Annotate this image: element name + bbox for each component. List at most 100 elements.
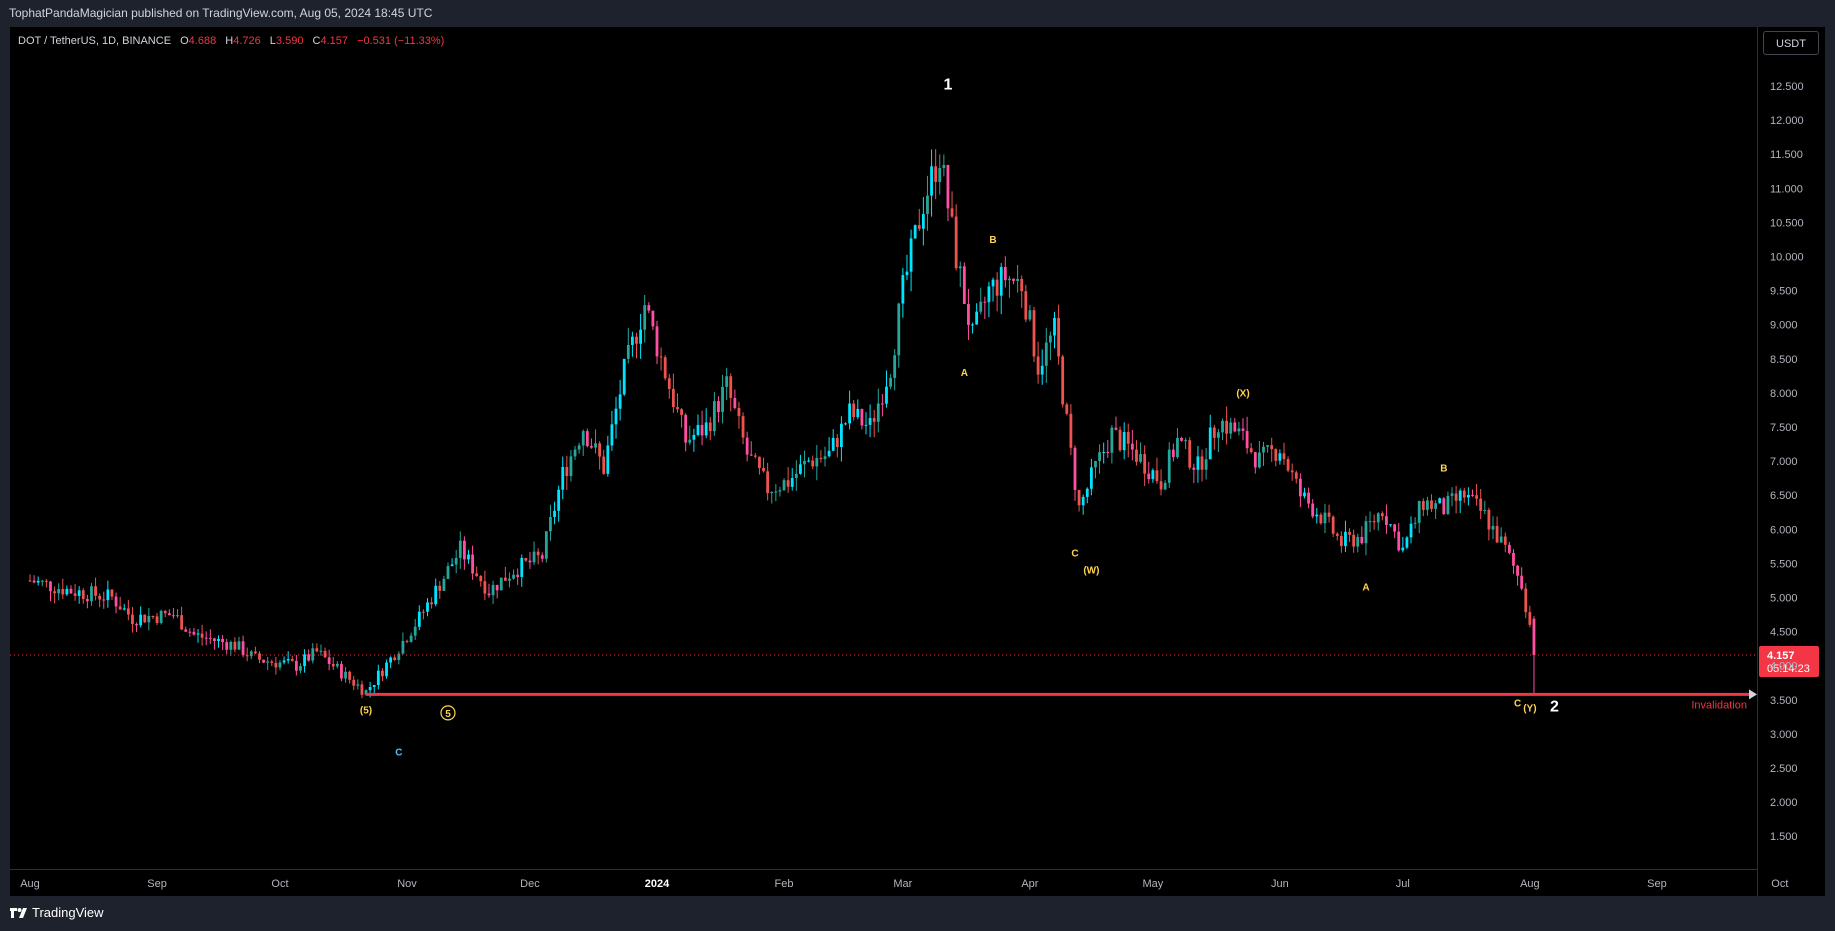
candle-body bbox=[1434, 503, 1438, 509]
candle-body bbox=[786, 480, 790, 487]
candle-body bbox=[524, 557, 528, 561]
candle-body bbox=[1499, 536, 1503, 543]
candle-body bbox=[1323, 512, 1327, 524]
tradingview-logo[interactable]: TradingView bbox=[10, 905, 104, 920]
candle-body bbox=[1012, 278, 1015, 281]
candle-body bbox=[167, 613, 171, 616]
candle-body bbox=[762, 467, 765, 472]
candle-body bbox=[635, 336, 638, 344]
candle-body bbox=[1487, 509, 1491, 530]
candle-body bbox=[1421, 501, 1425, 510]
currency-selector-button[interactable]: USDT bbox=[1763, 31, 1819, 55]
candle-body bbox=[1466, 494, 1470, 498]
candle-body bbox=[1352, 534, 1356, 547]
candle-body bbox=[85, 599, 89, 602]
candle-body bbox=[397, 653, 401, 660]
candle-body bbox=[651, 310, 655, 327]
candle-body bbox=[1516, 565, 1519, 576]
candle-body bbox=[1151, 470, 1155, 480]
price-tick-label: 3.500 bbox=[1770, 695, 1798, 707]
time-axis: Aug Sep Oct Nov Dec 2024 Feb Mar Apr May Jun Jul Aug… bbox=[20, 878, 1788, 890]
candle-body bbox=[1221, 420, 1224, 433]
candle-body bbox=[1225, 420, 1229, 434]
candle-body bbox=[1397, 531, 1401, 551]
time-axis-border bbox=[10, 869, 1757, 870]
candle-body bbox=[671, 388, 675, 408]
candle-body bbox=[483, 581, 487, 594]
candle-body bbox=[1163, 482, 1167, 490]
candle-body bbox=[819, 458, 823, 460]
price-tick-label: 10.500 bbox=[1770, 217, 1804, 229]
time-tick-label: Mar bbox=[893, 878, 912, 890]
candle-body bbox=[1426, 500, 1429, 510]
candle-body bbox=[196, 633, 200, 635]
price-tick-label: 5.000 bbox=[1770, 593, 1798, 605]
candle-body bbox=[217, 638, 220, 642]
candle-body bbox=[1130, 443, 1134, 450]
candle-body bbox=[528, 560, 532, 563]
price-tick-label: 12.000 bbox=[1770, 115, 1804, 127]
candle-body bbox=[573, 449, 577, 457]
candle-body bbox=[229, 641, 233, 650]
price-tick-label: 7.500 bbox=[1770, 422, 1798, 434]
candle-body bbox=[1065, 404, 1069, 414]
candle-body bbox=[913, 225, 917, 239]
candle-body bbox=[1126, 432, 1130, 444]
time-tick-label: Oct bbox=[271, 878, 288, 890]
candle-body bbox=[610, 424, 614, 446]
time-tick-label: 2024 bbox=[645, 878, 670, 890]
candle-body bbox=[479, 575, 483, 582]
candle-body bbox=[962, 266, 966, 304]
legend-open: O4.688 bbox=[180, 35, 217, 47]
time-tick-label: May bbox=[1142, 878, 1163, 890]
candle-body bbox=[1315, 514, 1319, 517]
candle-body bbox=[885, 386, 888, 404]
candle-body bbox=[983, 301, 987, 303]
legend-low: L3.590 bbox=[269, 35, 304, 47]
candle-body bbox=[303, 654, 306, 667]
time-tick-label: Oct bbox=[1771, 878, 1788, 890]
candle-body bbox=[1344, 531, 1347, 547]
candle-body bbox=[1405, 537, 1409, 548]
candle-body bbox=[995, 279, 999, 296]
candle-body bbox=[1262, 446, 1265, 453]
candle-body bbox=[930, 166, 933, 196]
candle-body bbox=[553, 510, 556, 518]
candle-body bbox=[794, 473, 798, 479]
candle-body bbox=[192, 631, 196, 635]
candle-body bbox=[503, 577, 507, 581]
candle-body bbox=[462, 540, 466, 560]
candle-body bbox=[1495, 525, 1499, 543]
candle-body bbox=[1258, 452, 1261, 468]
candle-body bbox=[872, 418, 876, 422]
candle-body bbox=[680, 409, 683, 415]
candle-body bbox=[446, 566, 450, 579]
candle-body bbox=[901, 275, 905, 304]
symbol-legend[interactable]: DOT / TetherUS, 1D, BINANCE O4.688 H4.72… bbox=[18, 35, 444, 47]
candle-body bbox=[643, 305, 647, 330]
candle-body bbox=[893, 355, 897, 378]
candle-body bbox=[692, 434, 696, 440]
chart-frame[interactable] bbox=[10, 27, 1825, 896]
candle-body bbox=[807, 460, 811, 462]
candle-body bbox=[1016, 278, 1020, 281]
candle-body bbox=[1507, 544, 1511, 553]
time-tick-label: Apr bbox=[1021, 878, 1038, 890]
candle-body bbox=[315, 648, 319, 652]
price-tick-label: 1.500 bbox=[1770, 831, 1798, 843]
candle-body bbox=[372, 684, 376, 688]
candle-body bbox=[233, 641, 237, 650]
candle-body bbox=[340, 663, 343, 679]
candle-body bbox=[516, 574, 520, 577]
candle-body bbox=[65, 588, 69, 595]
candle-body bbox=[44, 580, 48, 582]
candle-body bbox=[1376, 513, 1380, 523]
candle-body bbox=[1102, 451, 1106, 453]
candle-body bbox=[557, 489, 561, 511]
price-tick-label: 2.000 bbox=[1770, 797, 1798, 809]
footer-bar bbox=[0, 896, 1835, 931]
price-tick-label: 5.500 bbox=[1770, 558, 1798, 570]
